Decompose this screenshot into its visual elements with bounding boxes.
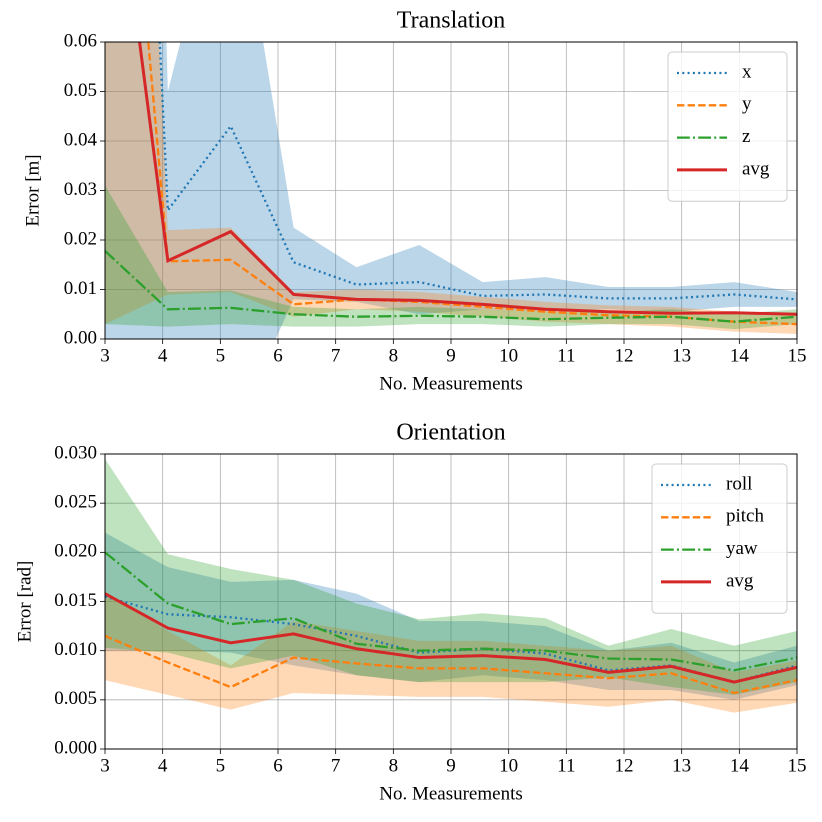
x-tick-label: 6 [273, 345, 283, 366]
y-tick-label: 0.00 [64, 327, 97, 348]
legend-label: z [742, 126, 750, 147]
plot-area [105, 42, 797, 339]
x-tick-label: 8 [389, 345, 399, 366]
series-line [105, 551, 797, 672]
series-line [138, 42, 797, 316]
x-tick-label: 10 [499, 755, 518, 776]
error-band [105, 591, 797, 713]
legend-box [667, 51, 788, 202]
y-tick-label: 0.01 [64, 278, 97, 299]
y-tick-label: 0.025 [54, 492, 97, 513]
x-tick-label: 9 [446, 755, 456, 776]
x-tick-label: 15 [788, 755, 807, 776]
x-tick-label: 13 [672, 345, 691, 366]
chart-title: Translation [397, 8, 505, 34]
chart-title: Orientation [396, 420, 505, 446]
legend-label: yaw [726, 538, 758, 559]
axes-frame [104, 41, 798, 340]
x-tick-label: 6 [273, 755, 283, 776]
series-line [105, 634, 797, 695]
x-tick-label: 3 [100, 345, 110, 366]
x-tick-label: 15 [788, 345, 807, 366]
x-tick-label: 14 [730, 755, 750, 776]
x-tick-label: 9 [446, 345, 456, 366]
x-tick-label: 13 [672, 755, 691, 776]
x-tick-label: 12 [615, 755, 634, 776]
legend-label: avg [742, 158, 770, 179]
error-band [105, 185, 797, 330]
x-tick-label: 7 [331, 755, 341, 776]
series-line [105, 592, 797, 684]
x-tick-label: 8 [389, 755, 399, 776]
x-axis-label: No. Measurements [379, 373, 523, 394]
y-tick-label: 0.020 [54, 541, 97, 562]
x-tick-label: 14 [730, 345, 750, 366]
y-tick-label: 0.06 [64, 30, 97, 51]
x-tick-label: 11 [557, 755, 575, 776]
error-band [105, 42, 797, 339]
x-tick-label: 10 [499, 345, 518, 366]
y-tick-label: 0.000 [54, 737, 97, 758]
y-tick-label: 0.03 [64, 179, 97, 200]
x-tick-label: 7 [331, 345, 341, 366]
x-axis-label: No. Measurements [379, 783, 523, 804]
x-tick-label: 5 [216, 755, 226, 776]
y-tick-label: 0.005 [54, 688, 97, 709]
x-tick-label: 11 [557, 345, 575, 366]
y-tick-label: 0.02 [64, 228, 97, 249]
series-line [105, 595, 797, 684]
legend-label: x [742, 61, 752, 82]
y-tick-label: 0.05 [64, 80, 97, 101]
plot-area [105, 458, 797, 713]
x-tick-label: 5 [216, 345, 226, 366]
x-tick-label: 12 [615, 345, 634, 366]
y-tick-label: 0.030 [54, 442, 97, 463]
legend-box [651, 463, 788, 614]
y-axis-label: Error [m] [22, 154, 43, 226]
y-tick-label: 0.015 [54, 590, 97, 611]
legend-label: avg [726, 570, 754, 591]
legend-label: roll [726, 473, 752, 494]
legend-label: pitch [726, 506, 764, 527]
x-tick-label: 4 [158, 345, 168, 366]
legend-label: y [742, 94, 752, 115]
axes-frame [104, 453, 798, 750]
series-line [105, 250, 797, 323]
series-line [158, 42, 797, 301]
y-tick-label: 0.010 [54, 639, 97, 660]
x-tick-label: 4 [158, 755, 168, 776]
y-tick-label: 0.04 [64, 129, 98, 150]
y-axis-label: Error [rad] [14, 561, 35, 643]
x-tick-label: 3 [100, 755, 110, 776]
